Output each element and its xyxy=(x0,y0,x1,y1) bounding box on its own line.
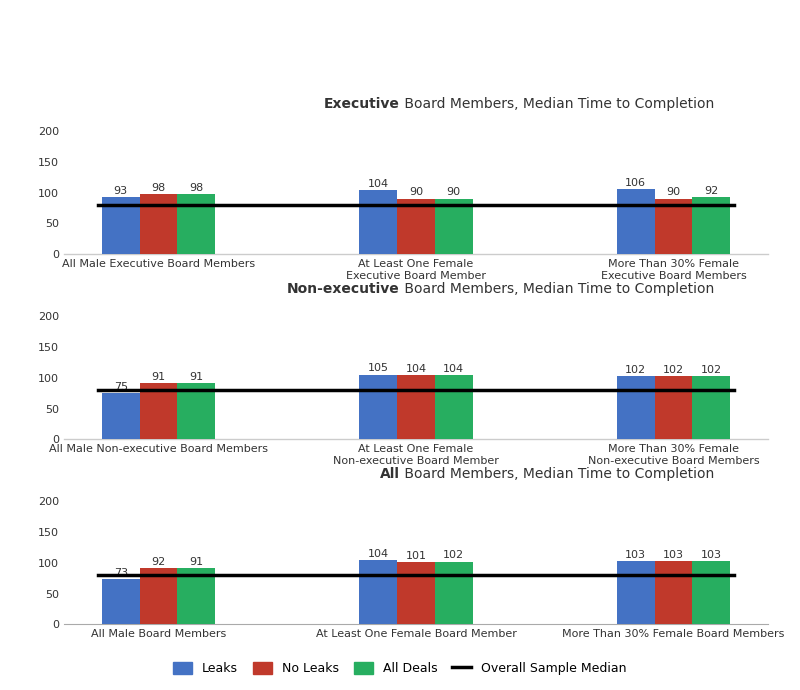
Text: 102: 102 xyxy=(443,551,464,560)
Bar xyxy=(397,199,435,254)
Text: 93: 93 xyxy=(114,186,128,196)
Text: 73: 73 xyxy=(114,569,128,578)
Text: 101: 101 xyxy=(406,551,426,561)
Bar xyxy=(435,199,473,254)
Text: 104: 104 xyxy=(368,549,389,559)
Bar xyxy=(435,562,473,624)
Text: 98: 98 xyxy=(151,183,166,193)
Bar xyxy=(178,569,215,624)
Text: Non-executive: Non-executive xyxy=(287,282,400,296)
Text: All: All xyxy=(380,468,400,482)
Bar xyxy=(102,393,139,440)
Bar xyxy=(102,197,139,254)
Bar xyxy=(102,580,139,624)
Text: 103: 103 xyxy=(626,550,646,560)
Bar xyxy=(359,560,397,624)
Bar xyxy=(617,561,654,624)
Text: 106: 106 xyxy=(626,177,646,188)
Text: 98: 98 xyxy=(189,183,203,193)
Text: 104: 104 xyxy=(443,364,464,374)
Text: Board Members, Median Time to Completion: Board Members, Median Time to Completion xyxy=(400,282,714,296)
Bar xyxy=(139,568,178,624)
Bar xyxy=(617,189,654,254)
Text: Median Time to Completion for Leaked vs Non-leaked
Deals Based on the Gender Div: Median Time to Completion for Leaked vs … xyxy=(85,25,715,68)
Bar xyxy=(693,377,730,440)
Bar xyxy=(654,377,693,440)
Text: Board Members, Median Time to Completion: Board Members, Median Time to Completion xyxy=(400,97,714,111)
Bar xyxy=(654,561,693,624)
Text: 102: 102 xyxy=(626,365,646,375)
Text: 75: 75 xyxy=(114,382,128,392)
Text: Board Members, Median Time to Completion: Board Members, Median Time to Completion xyxy=(400,468,714,482)
Bar xyxy=(178,194,215,254)
Text: 104: 104 xyxy=(368,179,389,189)
Text: 92: 92 xyxy=(151,557,166,566)
Bar xyxy=(654,199,693,254)
Text: 92: 92 xyxy=(704,186,718,196)
Text: 90: 90 xyxy=(666,188,681,197)
Text: 102: 102 xyxy=(701,365,722,375)
Bar xyxy=(178,383,215,440)
Bar xyxy=(359,190,397,254)
Bar xyxy=(139,194,178,254)
Bar xyxy=(435,375,473,440)
Text: 104: 104 xyxy=(406,364,426,374)
Text: 105: 105 xyxy=(368,364,389,373)
Text: 103: 103 xyxy=(663,550,684,560)
Bar xyxy=(397,562,435,624)
Text: 103: 103 xyxy=(701,550,722,560)
Bar xyxy=(139,383,178,440)
Legend: Leaks, No Leaks, All Deals, Overall Sample Median: Leaks, No Leaks, All Deals, Overall Samp… xyxy=(169,658,631,680)
Bar xyxy=(693,561,730,624)
Text: 90: 90 xyxy=(409,188,423,197)
Text: 91: 91 xyxy=(189,372,203,382)
Text: 91: 91 xyxy=(151,372,166,382)
Bar xyxy=(397,375,435,440)
Bar xyxy=(617,377,654,440)
Text: 102: 102 xyxy=(663,365,684,375)
Text: 90: 90 xyxy=(446,188,461,197)
Text: 91: 91 xyxy=(189,558,203,567)
Bar xyxy=(693,197,730,254)
Bar xyxy=(359,375,397,440)
Text: Executive: Executive xyxy=(324,97,400,111)
